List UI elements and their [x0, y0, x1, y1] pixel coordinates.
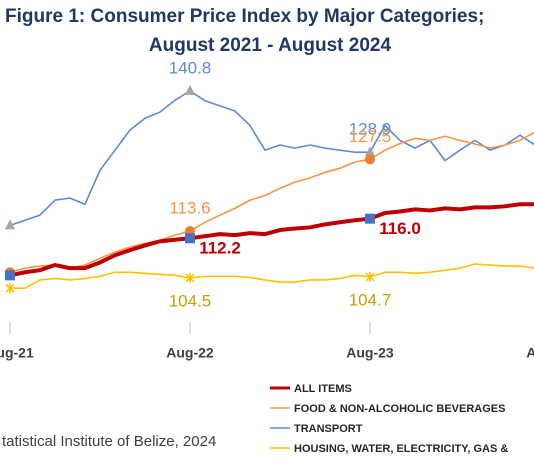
data-label: 140.8 — [169, 58, 212, 77]
legend-label: FOOD & NON-ALCOHOLIC BEVERAGES — [294, 403, 505, 415]
data-label: 116.0 — [379, 219, 421, 238]
data-label: 128.9 — [349, 120, 392, 139]
legend-label: HOUSING, WATER, ELECTRICITY, GAS & — [294, 443, 508, 455]
legend-label: TRANSPORT — [294, 423, 363, 435]
x-tick-label: Aug-22 — [166, 345, 214, 361]
data-label: 112.2 — [199, 239, 241, 258]
legend-label: ALL ITEMS — [294, 383, 352, 395]
x-tick-label: Aug-24 — [526, 345, 534, 361]
marker — [5, 283, 15, 294]
data-label: 127.5 — [349, 127, 392, 146]
data-label: 113.6 — [169, 199, 210, 218]
marker — [5, 270, 15, 281]
series-line — [9, 131, 534, 274]
chart-subtitle: August 2021 - August 2024 — [149, 35, 392, 56]
series-line — [9, 202, 534, 278]
data-label: 104.7 — [349, 290, 392, 309]
marker — [5, 219, 15, 230]
x-tick-label: Aug-21 — [0, 345, 34, 361]
marker — [185, 233, 195, 244]
marker — [365, 271, 375, 282]
series-line — [10, 263, 534, 290]
source-note: tatistical Institute of Belize, 2024 — [2, 433, 216, 450]
marker — [185, 272, 195, 283]
data-label: 104.5 — [169, 291, 212, 310]
x-tick-label: Aug-23 — [346, 345, 394, 361]
marker — [365, 154, 375, 165]
marker — [365, 213, 375, 224]
chart-title: Figure 1: Consumer Price Index by Major … — [5, 6, 484, 27]
series-line — [9, 90, 534, 227]
marker — [185, 84, 195, 95]
marker — [365, 146, 375, 157]
